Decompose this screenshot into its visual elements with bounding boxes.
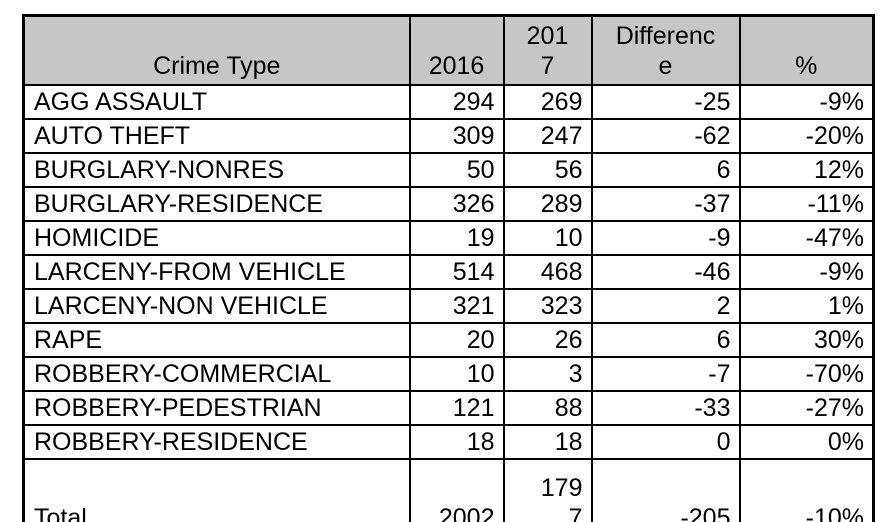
percent-cell: 30% — [738, 322, 875, 358]
table-row: RAPE 20 26 6 30% — [22, 322, 875, 358]
value-2016-cell: 50 — [408, 152, 505, 188]
crime-type-cell: ROBBERY-COMMERCIAL — [22, 356, 411, 392]
value-2017-cell: 247 — [502, 118, 593, 154]
value-2017-cell: 323 — [502, 288, 593, 324]
value-2016-cell: 10 — [408, 356, 505, 392]
value-2016-cell: 19 — [408, 220, 505, 256]
value-2016-cell: 20 — [408, 322, 505, 358]
difference-cell: 6 — [590, 322, 741, 358]
crime-type-cell: AUTO THEFT — [22, 118, 411, 154]
value-2016-cell: 309 — [408, 118, 505, 154]
percent-cell: -70% — [738, 356, 875, 392]
crime-type-cell: ROBBERY-PEDESTRIAN — [22, 390, 411, 426]
header-row: Crime Type 2016 201 7 Differenc e % — [22, 14, 875, 86]
value-2017-cell: 289 — [502, 186, 593, 222]
crime-type-cell: BURGLARY-NONRES — [22, 152, 411, 188]
value-2016-cell: 121 — [408, 390, 505, 426]
percent-cell: 0% — [738, 424, 875, 460]
total-row: Total 2002 179 7 -205 -10% — [22, 458, 875, 522]
table-row: AGG ASSAULT 294 269 -25 -9% — [22, 84, 875, 120]
col-header-2016: 2016 — [408, 14, 505, 86]
total-label-cell: Total — [22, 458, 411, 522]
difference-cell: -7 — [590, 356, 741, 392]
difference-cell: -33 — [590, 390, 741, 426]
table-row: AUTO THEFT 309 247 -62 -20% — [22, 118, 875, 154]
value-2016-cell: 18 — [408, 424, 505, 460]
crime-type-cell: BURGLARY-RESIDENCE — [22, 186, 411, 222]
col-header-percent: % — [738, 14, 875, 86]
percent-cell: -20% — [738, 118, 875, 154]
value-2016-cell: 326 — [408, 186, 505, 222]
value-2017-cell: 18 — [502, 424, 593, 460]
table-row: LARCENY-NON VEHICLE 321 323 2 1% — [22, 288, 875, 324]
value-2017-cell: 269 — [502, 84, 593, 120]
difference-cell: 0 — [590, 424, 741, 460]
difference-cell: 2 — [590, 288, 741, 324]
difference-cell: -37 — [590, 186, 741, 222]
percent-cell: -27% — [738, 390, 875, 426]
crime-type-cell: ROBBERY-RESIDENCE — [22, 424, 411, 460]
value-2017-cell: 10 — [502, 220, 593, 256]
percent-cell: 12% — [738, 152, 875, 188]
difference-cell: -46 — [590, 254, 741, 290]
table-row: BURGLARY-NONRES 50 56 6 12% — [22, 152, 875, 188]
value-2017-cell: 468 — [502, 254, 593, 290]
value-2017-cell: 26 — [502, 322, 593, 358]
value-2017-cell: 88 — [502, 390, 593, 426]
table-row: ROBBERY-PEDESTRIAN 121 88 -33 -27% — [22, 390, 875, 426]
crime-type-cell: AGG ASSAULT — [22, 84, 411, 120]
table-row: HOMICIDE 19 10 -9 -47% — [22, 220, 875, 256]
percent-cell: 1% — [738, 288, 875, 324]
table-row: ROBBERY-RESIDENCE 18 18 0 0% — [22, 424, 875, 460]
col-header-difference: Differenc e — [590, 14, 741, 86]
total-difference-cell: -205 — [590, 458, 741, 522]
total-2017-cell: 179 7 — [502, 458, 593, 522]
difference-cell: -62 — [590, 118, 741, 154]
value-2016-cell: 294 — [408, 84, 505, 120]
crime-type-cell: LARCENY-NON VEHICLE — [22, 288, 411, 324]
crime-type-cell: LARCENY-FROM VEHICLE — [22, 254, 411, 290]
crime-stats-table: Crime Type 2016 201 7 Differenc e % AGG … — [22, 14, 875, 522]
table-row: ROBBERY-COMMERCIAL 10 3 -7 -70% — [22, 356, 875, 392]
table-row: LARCENY-FROM VEHICLE 514 468 -46 -9% — [22, 254, 875, 290]
difference-cell: -25 — [590, 84, 741, 120]
value-2016-cell: 514 — [408, 254, 505, 290]
col-header-crime-type: Crime Type — [22, 14, 411, 86]
value-2017-cell: 3 — [502, 356, 593, 392]
percent-cell: -9% — [738, 254, 875, 290]
percent-cell: -47% — [738, 220, 875, 256]
difference-cell: 6 — [590, 152, 741, 188]
percent-cell: -11% — [738, 186, 875, 222]
crime-type-cell: HOMICIDE — [22, 220, 411, 256]
difference-cell: -9 — [590, 220, 741, 256]
percent-cell: -9% — [738, 84, 875, 120]
total-percent-cell: -10% — [738, 458, 875, 522]
crime-type-cell: RAPE — [22, 322, 411, 358]
total-2016-cell: 2002 — [408, 458, 505, 522]
col-header-2017: 201 7 — [502, 14, 593, 86]
value-2017-cell: 56 — [502, 152, 593, 188]
table-row: BURGLARY-RESIDENCE 326 289 -37 -11% — [22, 186, 875, 222]
value-2016-cell: 321 — [408, 288, 505, 324]
